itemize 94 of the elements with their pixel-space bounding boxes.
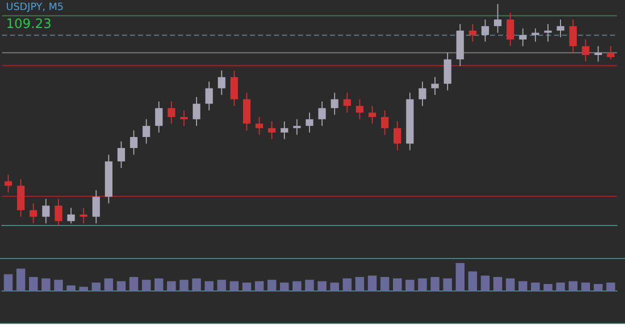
candlestick: [532, 28, 540, 42]
bar: [267, 280, 276, 291]
bar: [230, 281, 239, 291]
bar: [129, 277, 138, 291]
candlestick: [330, 92, 338, 116]
bar: [392, 278, 402, 291]
candlestick: [180, 110, 188, 126]
bar: [518, 281, 528, 291]
candlestick: [30, 202, 38, 224]
bar: [468, 271, 478, 291]
candlestick: [519, 28, 527, 47]
candlestick: [80, 207, 88, 224]
bar: [66, 285, 76, 291]
candlestick: [356, 98, 364, 120]
bar: [254, 281, 264, 291]
candlestick: [556, 19, 564, 38]
bar: [204, 281, 214, 291]
candlestick: [192, 96, 200, 126]
bar: [342, 278, 352, 291]
bar: [167, 281, 176, 291]
bar: [480, 276, 490, 291]
candlestick: [268, 120, 276, 140]
bar: [406, 280, 414, 291]
candlestick: [368, 105, 376, 124]
bar: [104, 278, 114, 291]
bar: [493, 277, 502, 291]
bar: [116, 281, 126, 291]
bar: [192, 278, 201, 291]
bar: [330, 282, 339, 291]
candlestick: [394, 120, 402, 151]
bar: [292, 281, 302, 291]
candlestick: [92, 190, 100, 224]
bar: [242, 282, 252, 291]
candlestick: [4, 174, 12, 193]
bar: [318, 281, 326, 291]
bar: [531, 282, 540, 291]
candlestick: [142, 118, 150, 144]
candlestick: [468, 23, 476, 42]
candlestick: [494, 4, 502, 34]
bar: [142, 280, 151, 291]
bar: [42, 278, 50, 291]
candlestick: [569, 19, 577, 54]
candlestick: [54, 198, 62, 226]
bar: [506, 278, 515, 291]
candlestick: [506, 12, 514, 47]
candlestick: [318, 101, 326, 126]
bar: [430, 277, 440, 291]
candlestick: [594, 46, 602, 62]
annotation: 109.23: [6, 17, 52, 32]
bar: [16, 268, 26, 291]
candlestick: [606, 46, 614, 60]
candlestick: [343, 92, 351, 114]
candlestick: [67, 207, 75, 224]
candlestick: [418, 81, 426, 106]
candlestick: [381, 110, 389, 136]
bar: [280, 282, 289, 291]
candlestick: [582, 38, 590, 62]
bar: [180, 280, 188, 291]
bar: [581, 282, 590, 291]
candlestick: [431, 76, 439, 96]
bar: [355, 277, 364, 291]
candlestick: [306, 112, 314, 134]
candlestick: [42, 198, 50, 224]
bar: [28, 277, 38, 291]
bar: [4, 274, 13, 291]
bar: [92, 282, 101, 291]
bar: [594, 284, 603, 291]
candlestick: [230, 70, 238, 106]
bar: [568, 281, 578, 291]
candlestick: [117, 140, 125, 168]
bar: [54, 280, 63, 291]
bar: [556, 282, 565, 291]
bar: [544, 284, 552, 291]
bar: [418, 278, 427, 291]
bar: [380, 277, 390, 291]
candlestick: [256, 116, 264, 136]
candlestick: [280, 120, 288, 140]
bar: [79, 286, 88, 291]
candlestick: [293, 118, 301, 136]
bar: [456, 263, 465, 291]
chart-title: USDJPY, M5: [6, 2, 64, 13]
bar: [606, 282, 616, 291]
candlestick: [155, 101, 163, 134]
candlestick: [218, 70, 226, 96]
candlestick: [544, 23, 552, 42]
bar: [368, 276, 377, 291]
candlestick: [481, 19, 489, 42]
bar: [305, 280, 314, 291]
candlestick: [130, 130, 138, 156]
candlestick: [168, 101, 176, 124]
candlestick: [205, 81, 213, 111]
bar: [154, 278, 164, 291]
bar: [217, 280, 226, 291]
bar: [443, 278, 452, 291]
